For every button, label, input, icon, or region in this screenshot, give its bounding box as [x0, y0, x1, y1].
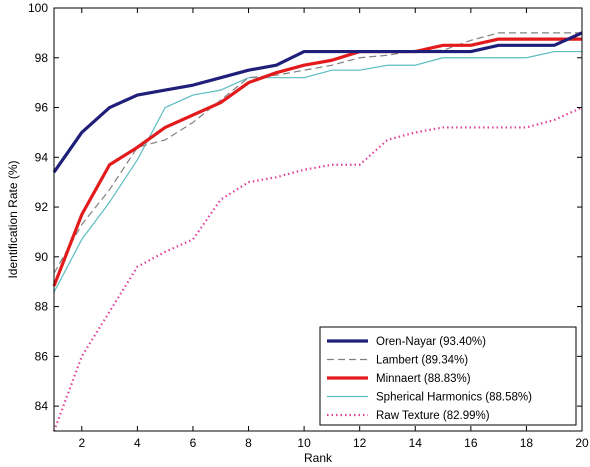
x-axis-title: Rank — [304, 451, 333, 465]
legend: Oren-Nayar (93.40%) Lambert (89.34%) Minna… — [319, 326, 577, 426]
x-tick-label: 8 — [245, 436, 252, 450]
plot-frame — [53, 7, 583, 432]
legend-label-1: Lambert (89.34%) — [376, 355, 468, 367]
x-tick-label: 18 — [520, 436, 534, 450]
series-line-0 — [52, 31, 583, 174]
y-tick-label: 88 — [35, 300, 49, 314]
legend-label-3: Spherical Harmonics (88.58%) — [376, 392, 532, 404]
series-layer — [52, 31, 583, 432]
y-tick-label: 84 — [35, 399, 49, 413]
y-axis-title: Identification Rate (%) — [6, 160, 20, 278]
x-tick-label: 2 — [78, 436, 85, 450]
y-tick-label: 94 — [35, 150, 49, 164]
legend-label-2: Minnaert (88.83%) — [376, 373, 471, 385]
legend-label-0: Oren-Nayar (93.40%) — [376, 336, 486, 348]
axes-layer: 2 4 6 8 10 12 14 16 18 20 84 86 88 90 92 94 96 98 100 Rank I… — [6, 1, 589, 465]
legend-label-4: Raw Texture (82.99%) — [376, 410, 490, 422]
y-tick-label: 96 — [35, 101, 49, 115]
legend-box — [319, 326, 577, 426]
x-tick-label: 6 — [190, 436, 197, 450]
x-tick-label: 20 — [575, 436, 589, 450]
series-line-2 — [52, 37, 582, 287]
y-tick-label: 90 — [35, 250, 49, 264]
series-line-1 — [53, 32, 582, 274]
series-line-3 — [53, 50, 582, 293]
x-tick-label: 12 — [353, 436, 367, 450]
x-tick-label: 4 — [134, 436, 141, 450]
y-tick-label: 92 — [35, 200, 49, 214]
x-tick-label: 16 — [464, 436, 478, 450]
x-tick-label: 10 — [297, 436, 311, 450]
y-tick-label: 100 — [28, 1, 48, 15]
y-tick-label: 86 — [35, 349, 49, 363]
y-tick-label: 98 — [35, 51, 49, 65]
x-tick-label: 14 — [409, 436, 423, 450]
